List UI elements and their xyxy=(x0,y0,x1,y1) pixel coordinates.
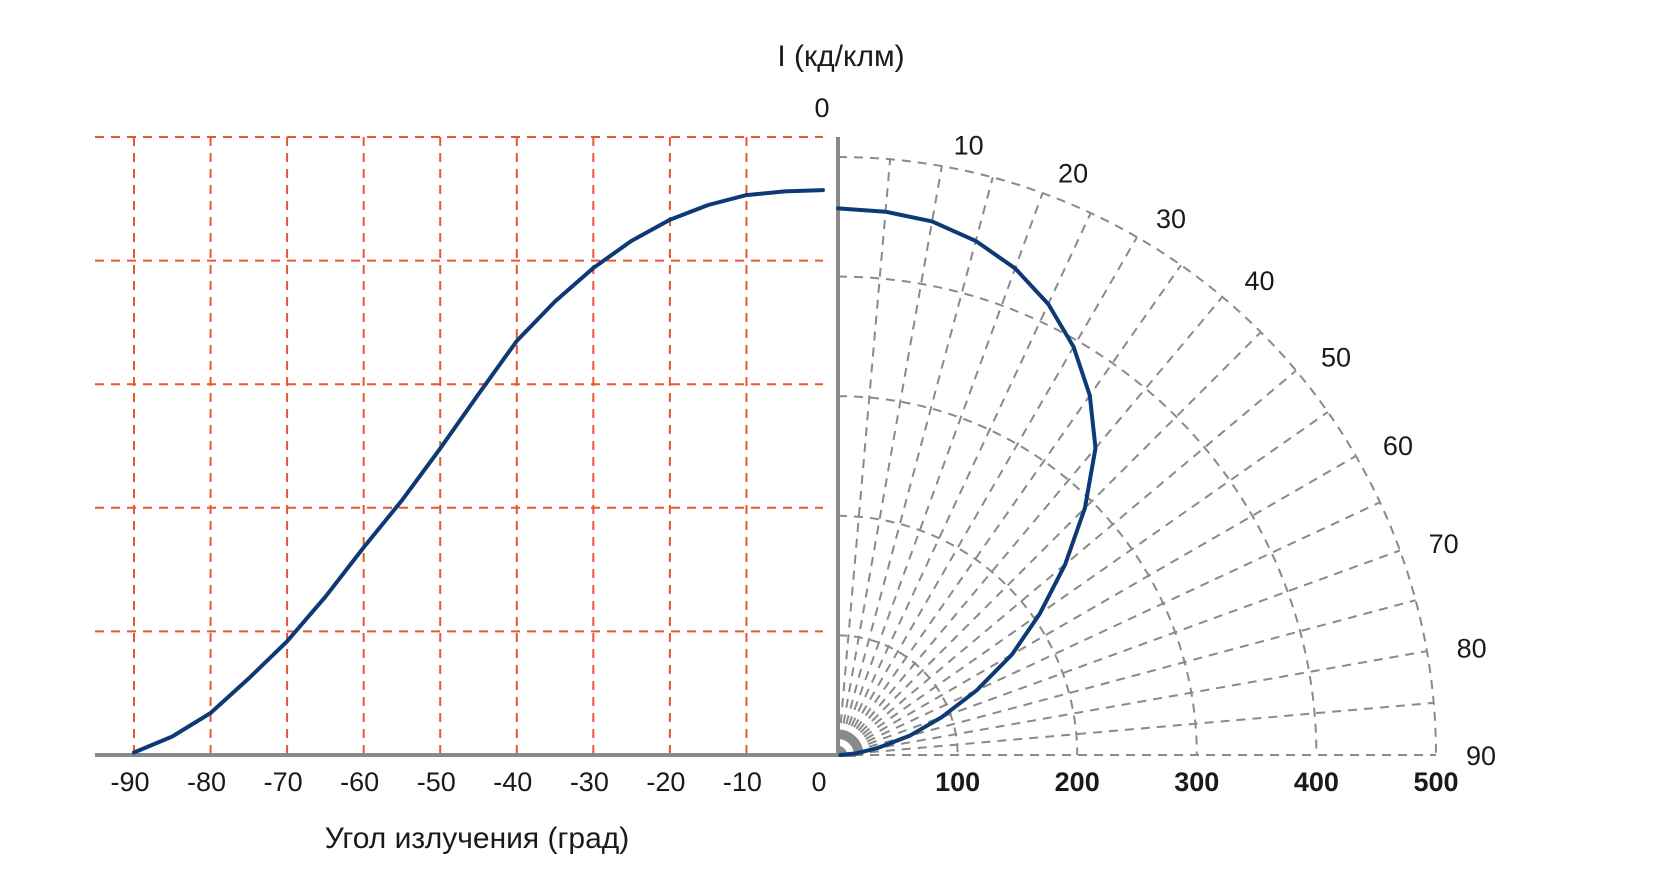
polar-arc xyxy=(837,156,1437,756)
polar-spoke xyxy=(837,331,1262,756)
axes xyxy=(95,137,856,757)
y-axis-title: I (кд/клм) xyxy=(777,40,904,73)
polar-arc xyxy=(837,275,1318,756)
intensity-curve-group xyxy=(132,188,1098,757)
polar-arc xyxy=(837,514,1079,756)
polar-arc xyxy=(837,634,959,756)
polar-spoke xyxy=(837,236,1138,756)
polar-spoke xyxy=(837,701,1434,756)
intensity-curve-polar xyxy=(836,206,1098,757)
polar-spoke xyxy=(837,296,1224,756)
radial-tick-label: 400 xyxy=(1294,767,1339,797)
radial-tick-label: 500 xyxy=(1413,767,1458,797)
polar-spoke xyxy=(837,455,1357,756)
angle-label: 30 xyxy=(1156,204,1186,234)
angle-label: 0 xyxy=(814,93,829,123)
x-tick-label: -20 xyxy=(646,767,685,797)
angle-label: 50 xyxy=(1321,342,1351,372)
polar-spoke xyxy=(837,264,1182,756)
polar-spoke xyxy=(837,192,1044,756)
angle-label: 60 xyxy=(1383,431,1413,461)
polar-spoke xyxy=(837,411,1329,756)
cartesian-grid xyxy=(95,136,823,755)
radial-tick-label: 100 xyxy=(935,767,980,797)
angle-label: 70 xyxy=(1429,529,1459,559)
angle-label: 20 xyxy=(1058,158,1088,188)
angle-label: 80 xyxy=(1457,633,1487,663)
x-tick-label: -50 xyxy=(417,767,456,797)
angle-label: 90 xyxy=(1466,741,1496,771)
x-tick-label: -30 xyxy=(570,767,609,797)
polar-spoke xyxy=(837,177,994,756)
radial-tick-label: 200 xyxy=(1055,767,1100,797)
x-tick-label: -80 xyxy=(187,767,226,797)
x-tick-label: 0 xyxy=(811,767,826,797)
x-axis-title: Угол излучения (град) xyxy=(325,822,630,855)
angle-label: 10 xyxy=(954,130,984,160)
polar-spoke xyxy=(837,159,892,756)
x-tick-label: -60 xyxy=(340,767,379,797)
polar-arc xyxy=(837,395,1198,756)
polar-spoke xyxy=(837,369,1297,756)
x-tick-label: -10 xyxy=(723,767,762,797)
polar-spoke xyxy=(837,165,943,756)
polar-spoke xyxy=(837,599,1416,756)
radial-tick-label: 300 xyxy=(1174,767,1219,797)
angle-label: 40 xyxy=(1245,266,1275,296)
polar-spoke xyxy=(837,650,1428,756)
polar-spoke xyxy=(837,501,1381,756)
x-tick-label: -90 xyxy=(110,767,149,797)
polar-grid xyxy=(837,156,1437,756)
x-tick-label: -70 xyxy=(264,767,303,797)
intensity-curve-cartesian xyxy=(132,188,825,755)
tick-labels: -90 -80 -70 -60 -50 -40 -30 -20 -10 0 100 200 300 400… xyxy=(110,93,1496,797)
x-tick-label: -40 xyxy=(493,767,532,797)
